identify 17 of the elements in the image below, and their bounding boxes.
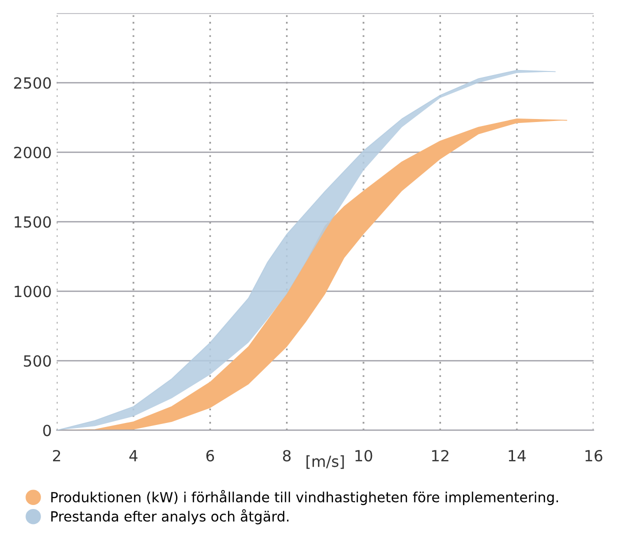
- x-tick-label: 8: [282, 450, 291, 462]
- x-tick-label: 14: [508, 450, 526, 462]
- x-tick-label: 4: [129, 450, 138, 462]
- y-tick-label: 500: [24, 355, 51, 367]
- y-tick-label: 1500: [14, 216, 51, 228]
- y-tick-label: 0: [43, 424, 51, 436]
- y-tick-label: 1000: [14, 286, 51, 298]
- y-tick-label: 2000: [14, 146, 51, 158]
- x-tick-label: 16: [586, 450, 602, 462]
- x-tick-label: 2: [53, 450, 60, 462]
- legend-label: Prestanda efter analys och åtgärd.: [51, 509, 288, 524]
- x-tick-label: 12: [432, 450, 448, 462]
- y-tick-label: 2500: [14, 77, 51, 89]
- x-axis-title: [m/s]: [306, 455, 344, 469]
- x-tick-label: 6: [206, 450, 214, 462]
- x-tick-label: 10: [355, 450, 372, 462]
- legend-label: Produktionen (kW) i förhållande till vindhastigheten före implementering.: [51, 490, 558, 506]
